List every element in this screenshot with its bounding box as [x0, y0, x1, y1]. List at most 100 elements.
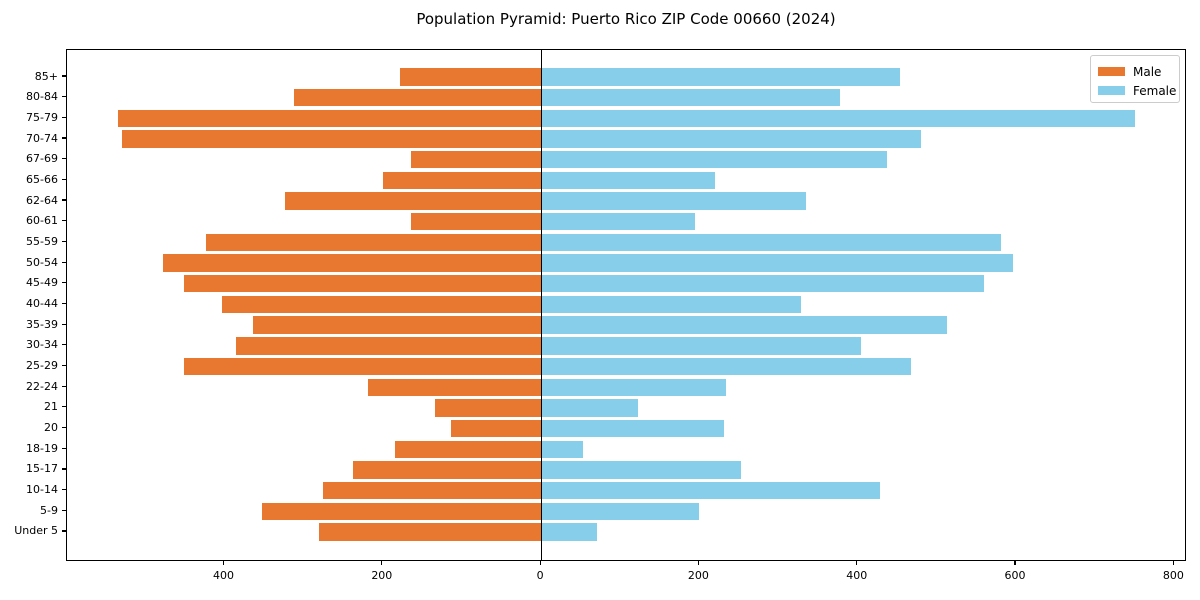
x-tick [381, 561, 383, 565]
female-bar-35-39 [541, 316, 948, 334]
y-tick [62, 178, 66, 180]
y-tick-label: 30-34 [26, 338, 58, 352]
female-bar-15-17 [541, 461, 741, 479]
y-tick-label: 50-54 [26, 255, 58, 269]
male-bar-22-24 [367, 378, 542, 396]
y-tick-label: 65-66 [26, 172, 58, 186]
x-tick [222, 561, 225, 565]
female-bar-65-66 [541, 171, 716, 190]
female-bar-40-44 [541, 295, 801, 314]
x-tick [1014, 561, 1016, 565]
y-tick [62, 282, 66, 284]
legend-male-label: Male [1133, 64, 1162, 79]
female-swatch-icon [1098, 86, 1125, 95]
y-tick [62, 199, 66, 201]
legend-entry-female: Female [1098, 81, 1179, 100]
male-bar-75-79 [117, 109, 542, 128]
y-tick [62, 426, 66, 429]
x-tick [856, 561, 858, 565]
y-tick [62, 447, 66, 449]
x-tick-label: 400 [846, 569, 868, 582]
y-tick [62, 385, 66, 387]
y-tick-label: 22-24 [26, 379, 58, 393]
plot-area: Male Female [66, 49, 1186, 561]
male-bar-40-44 [222, 295, 542, 314]
y-tick [62, 220, 66, 222]
x-tick [697, 561, 699, 565]
female-bar-80-84 [541, 88, 840, 107]
legend-female-label: Female [1133, 83, 1177, 98]
chart-title: Population Pyramid: Puerto Rico ZIP Code… [416, 10, 836, 28]
male-bar-Under 5 [318, 523, 542, 541]
x-tick-label: 200 [687, 569, 709, 582]
female-bar-5-9 [541, 502, 700, 520]
male-bar-67-69 [411, 151, 542, 169]
y-tick [62, 489, 66, 491]
y-tick [62, 344, 66, 346]
female-bar-55-59 [541, 233, 1001, 252]
x-tick-label: 400 [213, 569, 234, 582]
y-tick-label: 45-49 [26, 276, 58, 290]
y-tick-label: 40-44 [26, 296, 58, 310]
female-bar-85+ [541, 68, 901, 86]
y-tick-label: 15-17 [26, 462, 58, 476]
y-tick [62, 406, 66, 408]
legend: Male Female [1090, 55, 1180, 103]
y-tick [62, 261, 66, 263]
male-bar-50-54 [162, 254, 542, 272]
y-tick [62, 302, 66, 305]
y-tick-label: 55-59 [26, 234, 58, 248]
female-bar-60-61 [541, 213, 696, 231]
female-bar-Under 5 [541, 523, 598, 541]
male-bar-15-17 [352, 461, 542, 479]
y-tick-label: 75-79 [26, 110, 58, 124]
x-tick-label: 200 [371, 569, 393, 582]
male-bar-21 [435, 399, 542, 417]
legend-entry-male: Male [1098, 62, 1179, 81]
male-bar-30-34 [235, 337, 542, 355]
male-bar-45-49 [184, 275, 542, 293]
male-bar-18-19 [395, 440, 542, 458]
female-bar-75-79 [541, 109, 1135, 128]
y-tick [62, 509, 66, 511]
y-tick-label: 21 [44, 400, 58, 414]
male-bar-80-84 [294, 88, 542, 107]
male-bar-35-39 [253, 316, 542, 334]
x-tick-label: 0 [536, 569, 544, 582]
y-tick-label: 18-19 [26, 441, 58, 455]
male-bar-62-64 [285, 192, 542, 210]
male-bar-20 [450, 419, 542, 438]
female-bar-50-54 [541, 254, 1013, 272]
male-bar-55-59 [206, 233, 542, 252]
y-tick-label: 35-39 [26, 317, 58, 331]
female-bar-22-24 [541, 378, 726, 396]
y-tick-label: 70-74 [26, 131, 58, 145]
male-swatch-icon [1098, 67, 1125, 76]
x-tick-label: 600 [1004, 569, 1026, 582]
male-bar-60-61 [410, 213, 542, 231]
female-bar-67-69 [541, 151, 887, 169]
female-bar-25-29 [541, 357, 911, 376]
y-tick [62, 323, 66, 325]
y-tick-label: 62-64 [26, 193, 58, 207]
y-tick [62, 137, 66, 139]
female-bar-20 [541, 419, 724, 438]
male-bar-70-74 [121, 130, 542, 148]
female-bar-18-19 [541, 440, 584, 458]
y-tick [62, 158, 66, 160]
female-bar-30-34 [541, 337, 861, 355]
y-tick-label: 20 [44, 421, 58, 435]
male-bar-65-66 [382, 171, 542, 190]
y-tick-label: 60-61 [26, 214, 58, 228]
male-bar-85+ [400, 68, 542, 86]
x-tick-label: 800 [1162, 569, 1184, 582]
female-bar-10-14 [541, 481, 880, 500]
female-bar-45-49 [541, 275, 985, 293]
x-tick [1172, 561, 1174, 565]
male-bar-5-9 [261, 502, 542, 520]
y-tick-label: 67-69 [26, 152, 58, 166]
y-tick-label: Under 5 [14, 524, 58, 538]
y-tick [62, 116, 66, 118]
y-tick-label: 85+ [34, 69, 58, 83]
